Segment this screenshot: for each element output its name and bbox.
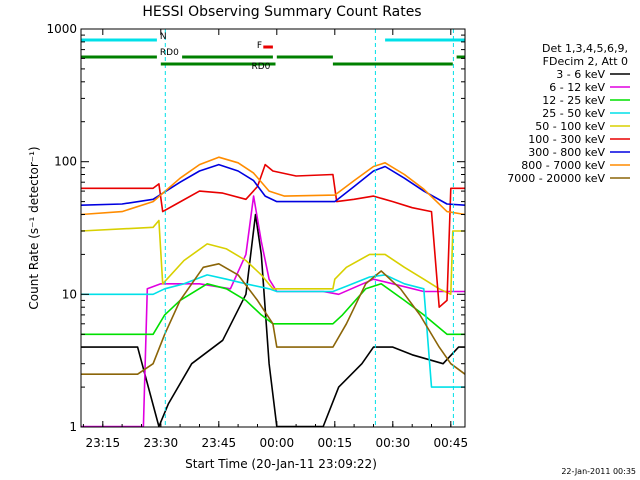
plot-area: N F RD0 RD0 bbox=[80, 29, 466, 428]
x-tick-label: 23:30 bbox=[144, 436, 179, 450]
legend-entry-label: 25 - 50 keV bbox=[542, 107, 605, 120]
x-axis: 23:15 23:30 23:45 00:00 00:15 00:30 00:45 bbox=[82, 29, 469, 450]
series-line bbox=[80, 156, 466, 216]
y-tick-label: 1000 bbox=[46, 22, 77, 36]
series-line bbox=[81, 195, 465, 428]
legend-entry-label: 300 - 800 keV bbox=[528, 146, 605, 159]
x-tick-label: 23:45 bbox=[202, 436, 237, 450]
series-line bbox=[81, 263, 466, 375]
timestamp: 22-Jan-2011 00:35 bbox=[561, 467, 636, 476]
legend-entry-label: 50 - 100 keV bbox=[535, 120, 605, 133]
series-line bbox=[81, 163, 465, 308]
y-tick-label: 100 bbox=[54, 155, 77, 169]
legend-entry-label: 6 - 12 keV bbox=[549, 81, 605, 94]
series-line bbox=[81, 213, 465, 428]
legend-entry-label: 3 - 6 keV bbox=[556, 68, 605, 81]
series-line bbox=[80, 219, 465, 296]
plot-frame bbox=[80, 28, 466, 428]
legend-header: FDecim 2, Att 0 bbox=[543, 55, 628, 68]
series-line bbox=[81, 274, 465, 388]
x-tick-label: 23:15 bbox=[86, 436, 121, 450]
x-tick-label: 00:15 bbox=[318, 436, 353, 450]
series-line bbox=[80, 163, 466, 206]
x-tick-label: 00:00 bbox=[260, 436, 295, 450]
chart-title: HESSI Observing Summary Count Rates bbox=[142, 4, 421, 20]
legend: Det 1,3,4,5,6,9,FDecim 2, Att 03 - 6 keV… bbox=[507, 42, 630, 185]
flag-label: F bbox=[257, 41, 262, 51]
legend-entry-label: 12 - 25 keV bbox=[542, 94, 605, 107]
legend-entry-label: 7000 - 20000 keV bbox=[507, 172, 605, 185]
x-tick-label: 00:45 bbox=[434, 436, 469, 450]
y-tick-label: 1 bbox=[69, 420, 77, 434]
flag-label: RD0 bbox=[160, 48, 179, 58]
legend-entry-label: 100 - 300 keV bbox=[528, 133, 605, 146]
flag-label: N bbox=[160, 32, 167, 42]
legend-header: Det 1,3,4,5,6,9, bbox=[542, 42, 628, 55]
y-axis: 1 10 100 1000 bbox=[46, 22, 465, 434]
x-axis-label: Start Time (20-Jan-11 23:09:22) bbox=[185, 457, 377, 471]
y-axis-label: Count Rate (s⁻¹ detector⁻¹) bbox=[27, 146, 41, 309]
flag-label: RD0 bbox=[252, 62, 271, 72]
flag-layer: N F RD0 RD0 bbox=[81, 32, 465, 72]
y-tick-label: 10 bbox=[62, 287, 77, 301]
night-marker-layer bbox=[164, 29, 454, 427]
legend-entry-label: 800 - 7000 keV bbox=[521, 159, 605, 172]
x-tick-label: 00:30 bbox=[376, 436, 411, 450]
series-layer bbox=[80, 156, 466, 428]
